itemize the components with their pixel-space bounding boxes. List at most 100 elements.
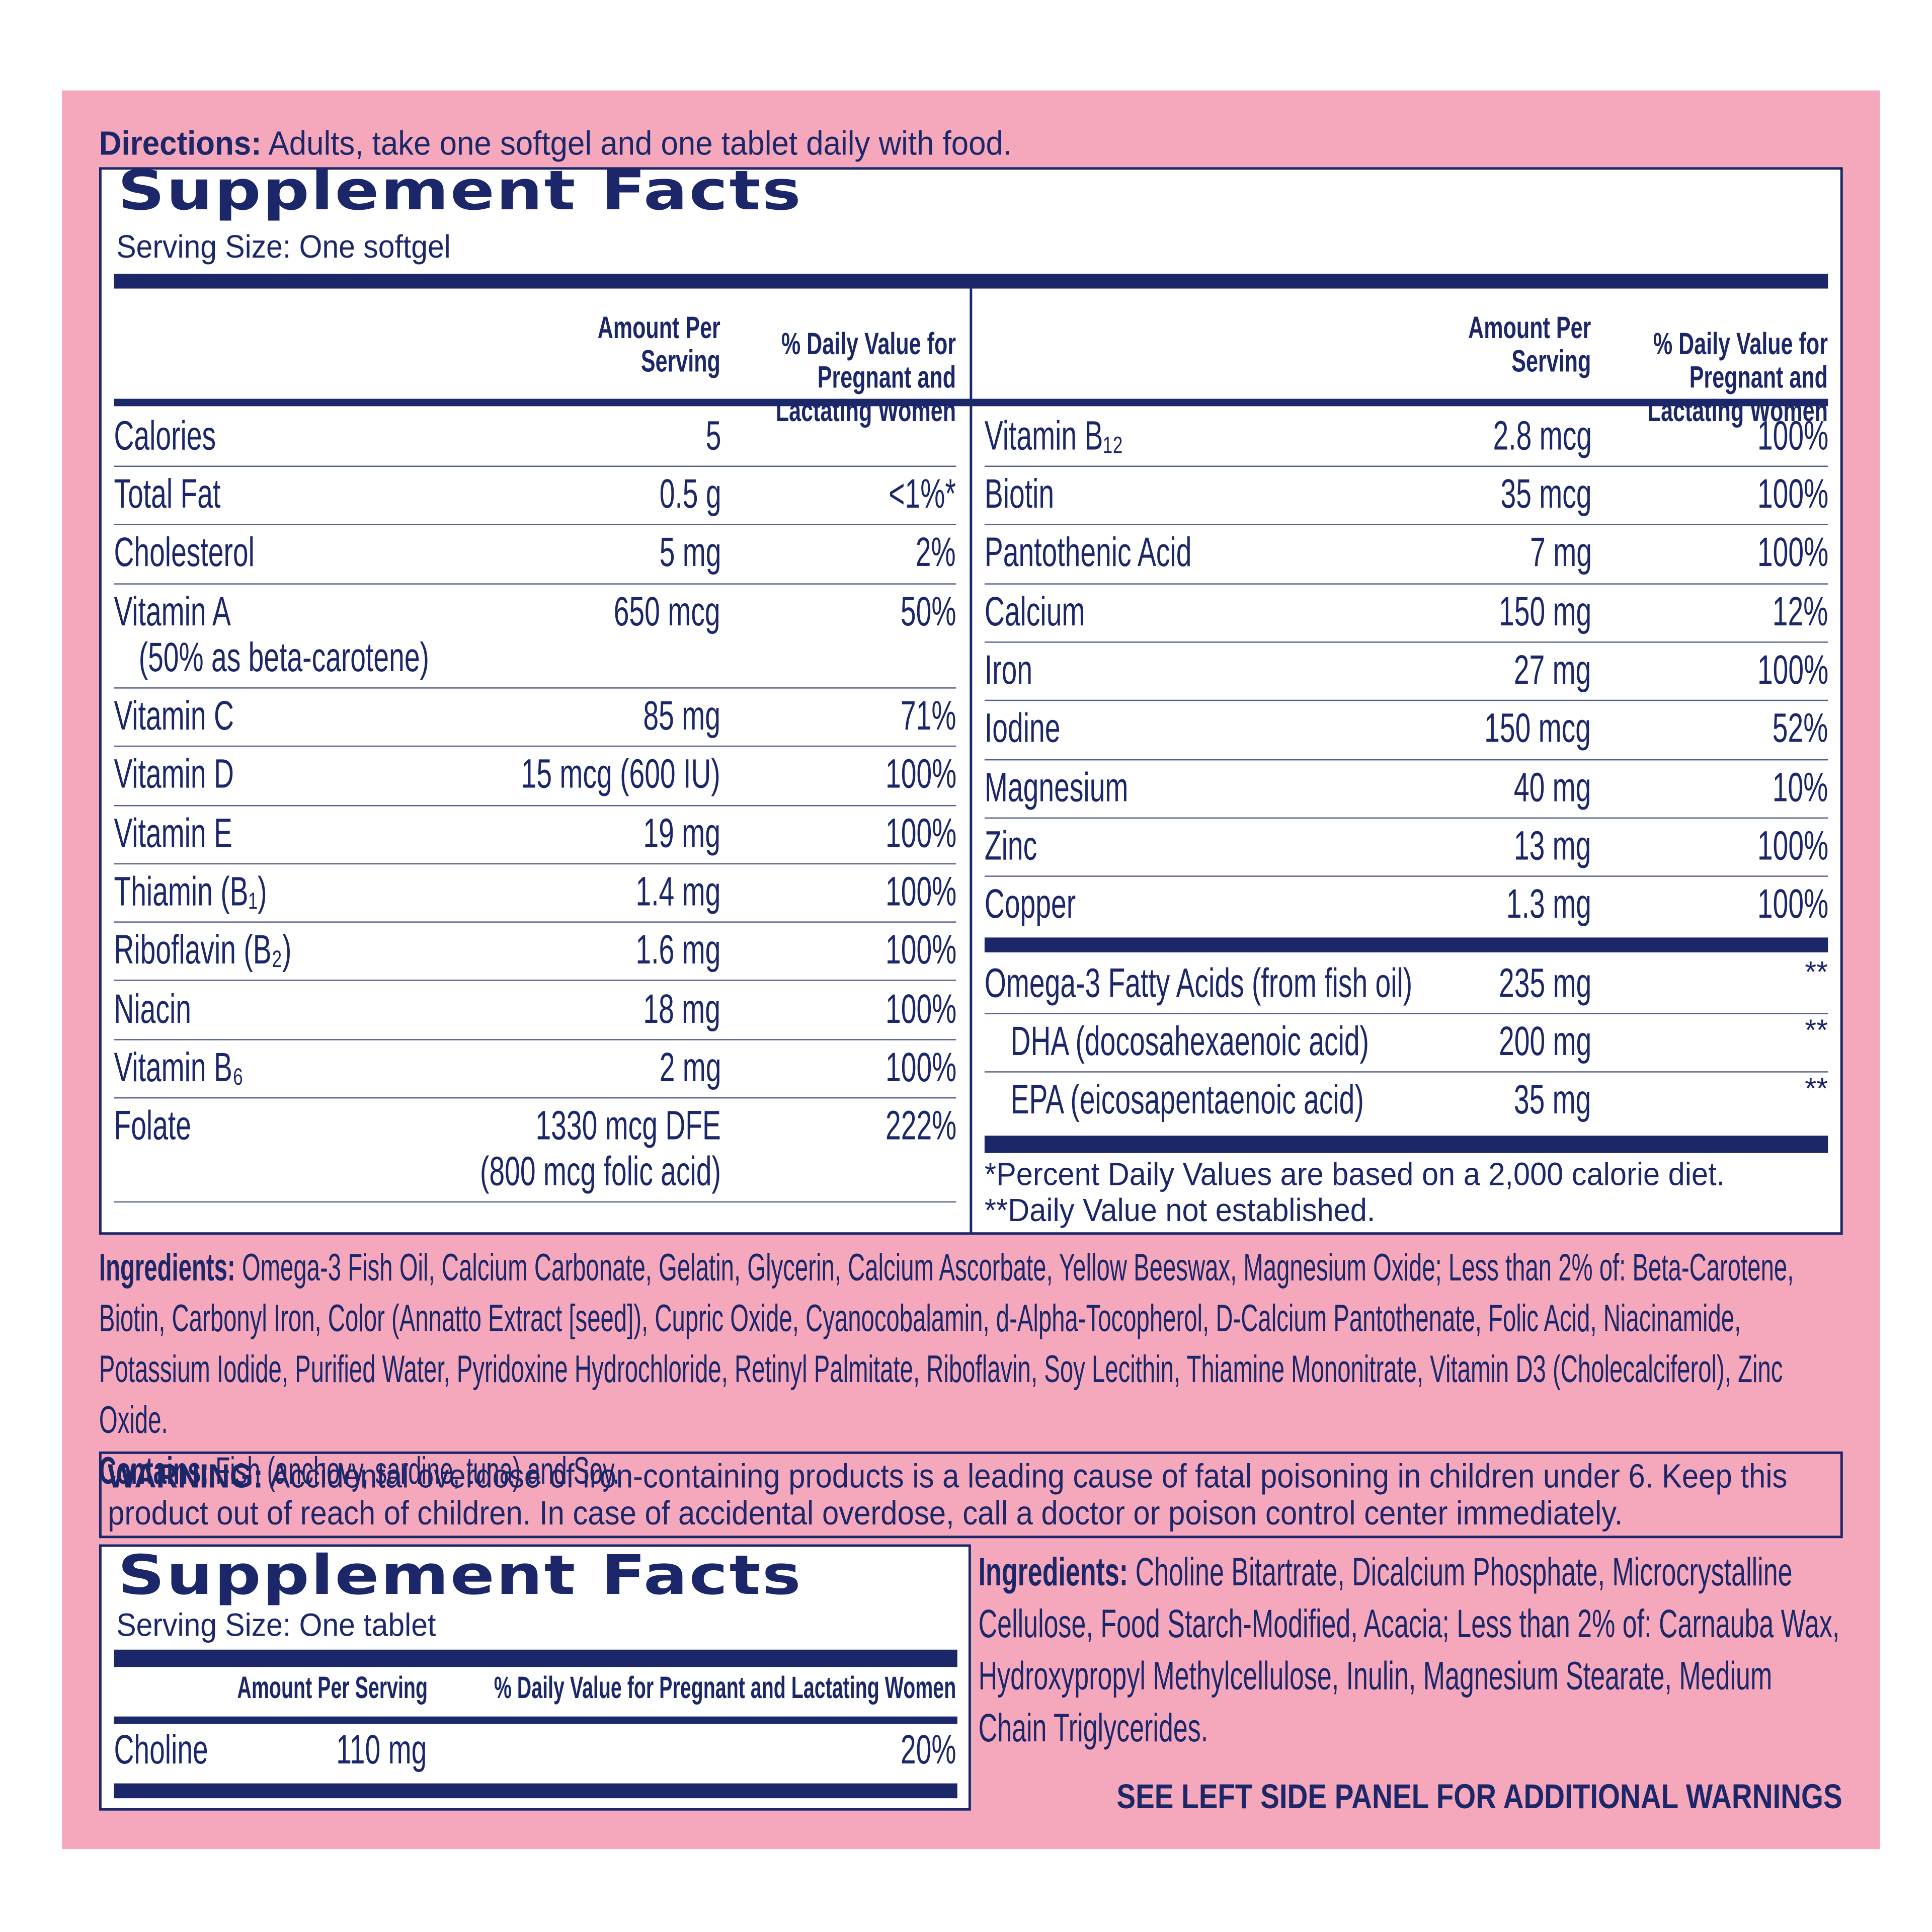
- row-rule: [984, 641, 1828, 643]
- daily-value: 100%: [885, 809, 956, 856]
- daily-value: <1%*: [889, 470, 956, 517]
- row-rule: [984, 524, 1828, 526]
- amount-note: (800 mcg folic acid): [479, 1148, 721, 1194]
- row-rule: [984, 817, 1828, 819]
- amount: 18 mg: [643, 985, 721, 1031]
- daily-value: 222%: [885, 1102, 956, 1149]
- row-rule: [114, 524, 956, 526]
- daily-value: 100%: [1756, 647, 1828, 693]
- daily-value: 50%: [900, 588, 956, 634]
- amount: 200 mg: [1498, 1017, 1592, 1064]
- nutrient-name: Iodine: [984, 705, 1061, 751]
- row-rule: [114, 687, 956, 689]
- directions-label: Directions:: [99, 125, 262, 163]
- column-divider: [970, 288, 973, 1235]
- row-rule: [114, 980, 956, 982]
- amount: 85 mg: [643, 692, 721, 739]
- warning-box: [99, 1451, 1843, 1539]
- column-header: Amount Per Serving: [236, 1671, 428, 1706]
- header-rule: [114, 1716, 957, 1724]
- serving-size: Serving Size: One softgel: [116, 227, 451, 265]
- nutrient-name: Vitamin A: [114, 588, 231, 634]
- daily-value: 100%: [885, 1043, 956, 1090]
- warning-label: WARNING:: [108, 1458, 264, 1495]
- warning: WARNING: Accidental overdose of iron-con…: [108, 1458, 1836, 1532]
- daily-value: **: [1805, 1014, 1828, 1048]
- daily-value: 100%: [1756, 529, 1828, 576]
- tablet-ingredients: Ingredients: Choline Bitartrate, Dicalci…: [979, 1546, 1845, 1754]
- nutrient-name: Zinc: [984, 822, 1037, 868]
- row-rule: [114, 804, 956, 806]
- thick-rule: [984, 1136, 1828, 1153]
- amount: 2 mg: [659, 1043, 721, 1090]
- nutrient-name: Pantothenic Acid: [984, 529, 1192, 576]
- column-header: % Daily Value for Pregnant and Lactating…: [1648, 326, 1828, 428]
- row-rule: [114, 921, 956, 923]
- row-rule: [114, 1201, 956, 1203]
- softgel-ingredients: Ingredients: Omega-3 Fish Oil, Calcium C…: [99, 1242, 1848, 1496]
- nutrient-name: EPA (eicosapentaenoic acid): [1010, 1076, 1364, 1122]
- nutrient-name: Magnesium: [984, 763, 1129, 810]
- thick-rule: [984, 937, 1828, 952]
- ingredients-label: Ingredients:: [99, 1246, 235, 1290]
- nutrient-name: Choline: [114, 1726, 208, 1773]
- daily-value: 71%: [900, 692, 956, 739]
- ingredients-text: Choline Bitartrate, Dicalcium Phosphate,…: [978, 1549, 1840, 1750]
- column-header: Amount Per Serving: [598, 310, 721, 378]
- nutrient-name: Vitamin D: [114, 751, 234, 797]
- daily-value: 52%: [1772, 705, 1828, 751]
- daily-value: 2%: [916, 529, 956, 576]
- nutrient-name: Calories: [114, 412, 216, 458]
- daily-value: 100%: [1756, 822, 1828, 868]
- nutrient-name: Vitamin B₁₂: [984, 412, 1123, 458]
- amount: 1.3 mg: [1506, 880, 1592, 927]
- amount: 19 mg: [643, 809, 721, 856]
- amount: 1.4 mg: [635, 868, 721, 914]
- contains-text: Fish (anchovy, sardine, tuna) and Soy.: [215, 1448, 620, 1493]
- nutrient-name: Niacin: [114, 985, 191, 1031]
- amount: 13 mg: [1514, 822, 1592, 868]
- daily-value: 100%: [885, 985, 956, 1031]
- amount: 40 mg: [1514, 763, 1592, 810]
- daily-value: 10%: [1772, 763, 1828, 810]
- amount: 5 mg: [659, 529, 721, 576]
- footnote: *Percent Daily Values are based on a 2,0…: [984, 1155, 1725, 1192]
- row-rule: [984, 758, 1828, 760]
- amount: 650 mcg: [614, 588, 721, 634]
- daily-value: 20%: [900, 1726, 956, 1773]
- nutrient-name: DHA (docosahexaenoic acid): [1010, 1017, 1369, 1064]
- row-rule: [984, 1071, 1828, 1073]
- row-rule: [114, 465, 956, 467]
- nutrient-name: Vitamin B₆: [114, 1043, 244, 1090]
- thick-rule: [114, 1649, 957, 1667]
- directions: Directions: Adults, take one softgel and…: [99, 124, 1833, 164]
- column-header: Amount Per Serving: [1468, 310, 1592, 378]
- nutrient-name: Riboflavin (B₂): [114, 926, 292, 973]
- nutrient-name: Omega-3 Fatty Acids (from fish oil): [984, 959, 1413, 1006]
- nutrient-name: Total Fat: [114, 470, 221, 517]
- row-rule: [984, 465, 1828, 467]
- serving-size: Serving Size: One tablet: [116, 1605, 436, 1643]
- nutrient-note: (50% as beta-carotene): [138, 633, 429, 680]
- tablet-facts-box: [99, 1544, 971, 1811]
- row-rule: [114, 863, 956, 864]
- row-rule: [984, 875, 1828, 877]
- column-header: % Daily Value for Pregnant and Lactating…: [494, 1671, 956, 1706]
- row-rule: [984, 700, 1828, 701]
- amount: 27 mg: [1514, 647, 1592, 693]
- nutrient-name: Thiamin (B₁): [114, 868, 267, 914]
- amount: 15 mcg (600 IU): [521, 751, 721, 797]
- amount: 150 mcg: [1485, 705, 1592, 751]
- header-rule: [114, 398, 1828, 407]
- nutrient-name: Calcium: [984, 588, 1085, 634]
- amount: 5: [705, 412, 721, 458]
- daily-value: 100%: [1756, 412, 1828, 458]
- amount: 0.5 g: [659, 470, 721, 517]
- daily-value: **: [1805, 955, 1828, 990]
- contains-label: Contains:: [99, 1448, 209, 1493]
- amount: 2.8 mcg: [1492, 412, 1592, 458]
- facts-title: Supplement Facts: [117, 1544, 802, 1607]
- footnote: **Daily Value not established.: [984, 1191, 1376, 1229]
- ingredients-text: Omega-3 Fish Oil, Calcium Carbonate, Gel…: [99, 1246, 1794, 1442]
